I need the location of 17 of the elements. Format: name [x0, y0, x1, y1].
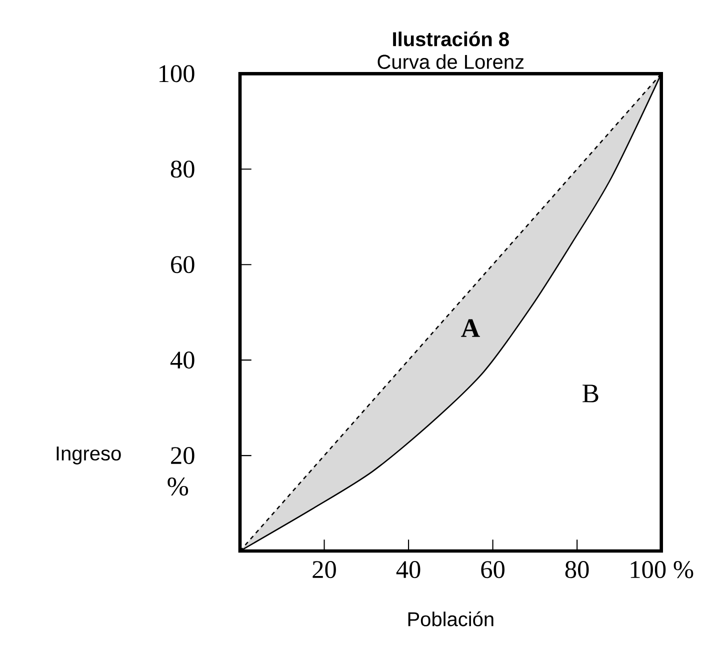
- y-tick-label: 100: [160, 65, 194, 82]
- chart-subtitle: Curva de Lorenz: [378, 54, 524, 69]
- annotation: A: [461, 319, 480, 337]
- annotation: B: [582, 384, 598, 402]
- y-tick-label: 80: [170, 160, 194, 178]
- y-tick-label: 20: [171, 447, 194, 464]
- x-tick-label: 40: [396, 561, 420, 578]
- x-tick-label: 80: [565, 561, 589, 578]
- x-tick-label: 100 %: [630, 561, 694, 578]
- x-tick-label: 60: [481, 561, 504, 578]
- text: %: [168, 478, 188, 496]
- chart-title: Ilustración 8: [393, 31, 509, 46]
- x-tick-label: 20: [312, 561, 336, 578]
- y-axis-title: Ingreso: [56, 446, 121, 464]
- x-axis-title: Población: [408, 611, 494, 626]
- y-tick-label: 60: [171, 256, 194, 274]
- y-tick-label: 40: [170, 352, 194, 369]
